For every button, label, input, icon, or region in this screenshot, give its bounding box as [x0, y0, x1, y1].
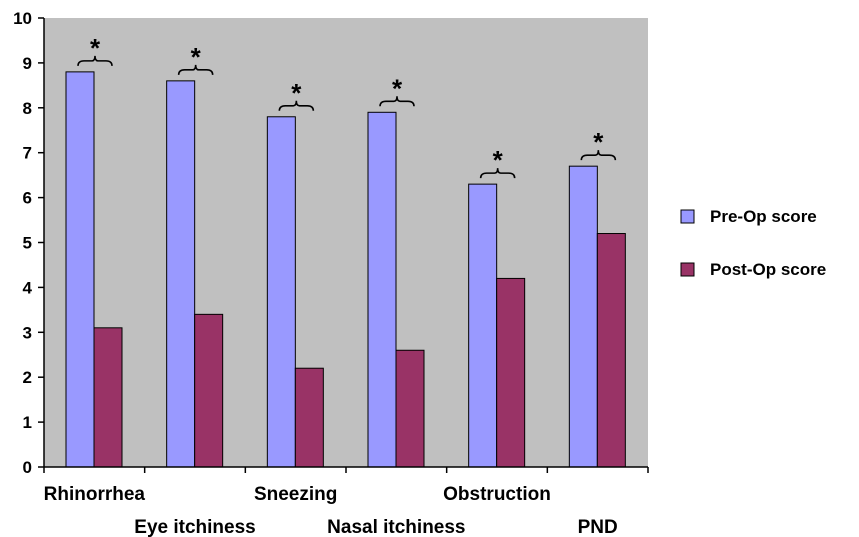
y-tick-label: 9	[23, 54, 32, 73]
bar-post-op-nasal-itchiness	[395, 349, 425, 468]
bar-pre-op-obstruction	[468, 183, 498, 468]
significance-brace	[580, 150, 617, 161]
y-tick-label: 1	[23, 413, 32, 432]
y-tick-label: 5	[23, 234, 32, 253]
bar-post-op-eye-itchiness	[194, 313, 224, 468]
significance-annotations: * * * * * *	[77, 33, 617, 179]
bar-pre-op-pnd	[568, 165, 598, 468]
significance-star: *	[392, 73, 403, 103]
significance-star: *	[291, 78, 302, 108]
y-tick-label: 4	[23, 278, 33, 297]
plot-area	[44, 18, 648, 467]
significance-brace	[479, 168, 516, 179]
bar-pre-op-sneezing	[266, 116, 296, 468]
y-tick-label: 10	[13, 9, 32, 28]
bar-pre-op-rhinorrhea	[65, 71, 95, 468]
significance-star: *	[90, 33, 101, 63]
x-category-label: Obstruction	[443, 484, 551, 505]
y-tick-label: 2	[23, 368, 32, 387]
x-axis-labels: Rhinorrhea Eye itchiness Sneezing Nasal itc…	[44, 484, 618, 537]
bar-post-op-obstruction	[496, 277, 526, 468]
significance-star: *	[493, 145, 504, 175]
significance-brace	[77, 55, 113, 66]
bars-group	[65, 71, 626, 468]
legend: Pre-Op score Post-Op score	[680, 207, 826, 279]
y-tick-label: 0	[23, 458, 32, 477]
significance-star: *	[191, 42, 202, 72]
x-category-label: Rhinorrhea	[44, 484, 146, 505]
bar-pre-op-eye-itchiness	[166, 80, 196, 468]
x-category-label: Eye itchiness	[134, 517, 255, 537]
significance-brace	[278, 100, 315, 111]
y-tick-label: 6	[23, 189, 32, 208]
y-tick-label: 3	[23, 323, 32, 342]
y-axis-ticks: 0 1 2 3 4 5 6 7 8 9 10	[13, 9, 44, 477]
y-tick-label: 8	[23, 99, 32, 118]
legend-label-pre-op: Pre-Op score	[710, 207, 817, 226]
bar-post-op-pnd	[596, 233, 626, 468]
legend-label-post-op: Post-Op score	[710, 260, 826, 279]
legend-swatch-pre-op	[680, 209, 695, 224]
bar-post-op-rhinorrhea	[93, 327, 123, 468]
significance-star: *	[593, 127, 604, 157]
significance-brace	[177, 64, 214, 75]
legend-swatch-post-op	[680, 262, 695, 277]
bar-pre-op-nasal-itchiness	[367, 111, 397, 468]
bar-post-op-sneezing	[294, 367, 324, 468]
x-category-label: Nasal itchiness	[327, 517, 465, 537]
significance-brace	[379, 96, 415, 107]
x-category-label: Sneezing	[254, 484, 337, 505]
y-tick-label: 7	[23, 144, 32, 163]
x-axis-ticks	[43, 467, 649, 473]
x-category-label: PND	[578, 517, 618, 537]
